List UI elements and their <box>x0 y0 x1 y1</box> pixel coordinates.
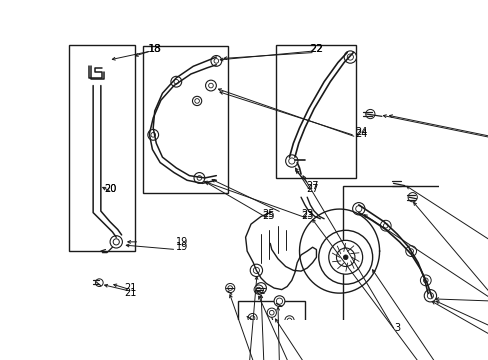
Text: 20: 20 <box>103 184 116 194</box>
Circle shape <box>427 293 432 299</box>
Circle shape <box>343 255 347 260</box>
Circle shape <box>383 223 387 228</box>
Circle shape <box>423 278 427 283</box>
Bar <box>238 301 305 359</box>
Text: 24: 24 <box>354 129 366 139</box>
Text: 23: 23 <box>301 211 313 221</box>
Circle shape <box>256 287 261 292</box>
Circle shape <box>225 283 234 293</box>
Circle shape <box>286 318 291 323</box>
Bar <box>143 46 227 193</box>
Circle shape <box>266 308 276 317</box>
Text: 27: 27 <box>305 184 318 194</box>
Circle shape <box>407 193 416 202</box>
Circle shape <box>255 283 266 293</box>
Circle shape <box>380 220 390 231</box>
Circle shape <box>424 289 436 302</box>
Circle shape <box>197 176 202 180</box>
Text: 23: 23 <box>301 209 313 219</box>
Text: 19: 19 <box>175 237 187 247</box>
Circle shape <box>250 264 262 276</box>
Text: 18: 18 <box>148 44 161 54</box>
Bar <box>275 45 356 178</box>
Circle shape <box>205 80 216 91</box>
Text: 27: 27 <box>305 181 318 191</box>
Circle shape <box>247 314 257 323</box>
Circle shape <box>352 203 364 215</box>
Circle shape <box>276 298 282 304</box>
Circle shape <box>336 248 354 266</box>
Circle shape <box>344 51 356 63</box>
Circle shape <box>214 59 218 63</box>
Circle shape <box>95 279 103 287</box>
Circle shape <box>285 316 293 325</box>
Circle shape <box>405 246 416 256</box>
Circle shape <box>174 80 178 84</box>
Text: 19: 19 <box>175 242 187 252</box>
Text: 22: 22 <box>309 44 322 54</box>
Circle shape <box>194 99 199 103</box>
Text: 24: 24 <box>354 127 366 137</box>
Text: 3: 3 <box>393 323 400 333</box>
Bar <box>68 45 135 251</box>
Circle shape <box>355 206 361 212</box>
Circle shape <box>285 155 297 167</box>
Circle shape <box>151 132 155 137</box>
Circle shape <box>227 286 232 291</box>
Circle shape <box>147 130 158 140</box>
Circle shape <box>254 285 263 294</box>
Circle shape <box>274 296 285 307</box>
Circle shape <box>171 76 182 87</box>
Circle shape <box>210 55 221 66</box>
Text: 21: 21 <box>123 283 136 293</box>
Text: 21: 21 <box>123 288 136 298</box>
Circle shape <box>194 172 204 183</box>
Circle shape <box>110 236 122 248</box>
Circle shape <box>346 54 353 60</box>
Circle shape <box>269 310 274 315</box>
Circle shape <box>113 239 119 245</box>
Circle shape <box>408 249 413 253</box>
Circle shape <box>328 240 362 274</box>
Circle shape <box>250 316 254 320</box>
Text: 25: 25 <box>262 211 274 221</box>
Text: 18: 18 <box>147 44 162 54</box>
Circle shape <box>192 96 202 105</box>
Text: 22: 22 <box>309 44 323 54</box>
Circle shape <box>208 83 213 88</box>
Circle shape <box>365 109 374 119</box>
Bar <box>343 186 439 351</box>
Text: 25: 25 <box>262 209 274 219</box>
Circle shape <box>288 158 294 164</box>
Circle shape <box>420 275 430 286</box>
Circle shape <box>253 267 259 274</box>
Text: 20: 20 <box>103 184 116 194</box>
